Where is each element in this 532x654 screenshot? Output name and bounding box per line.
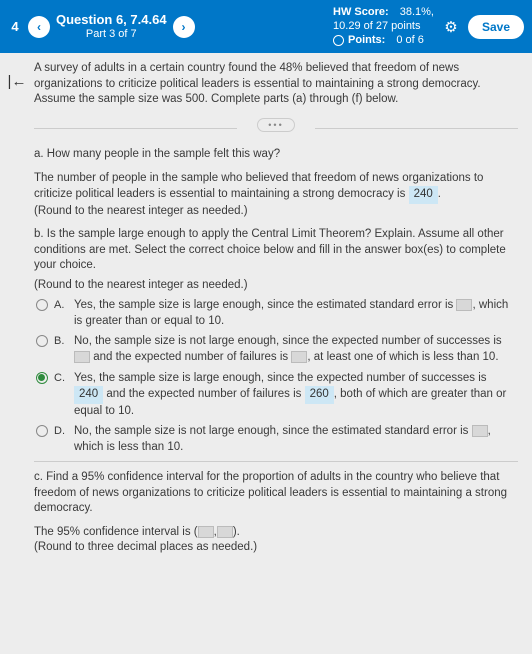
question-title: Question 6, 7.4.64	[56, 12, 167, 28]
part-c-round: (Round to three decimal places as needed…	[34, 540, 518, 556]
choice-c-v1: 240	[74, 386, 103, 404]
points-label: Points:	[348, 34, 385, 48]
ci-lower[interactable]	[198, 526, 214, 538]
part-c-answer: The 95% confidence interval is (,). (Rou…	[34, 525, 518, 556]
input-box[interactable]	[456, 299, 472, 311]
radio-d[interactable]	[36, 425, 48, 437]
intro-text: A survey of adults in a certain country …	[34, 61, 518, 116]
gear-icon[interactable]: ⚙	[440, 16, 462, 38]
next-button[interactable]: ›	[173, 16, 195, 38]
part-a-value: 240	[409, 186, 438, 204]
choice-a[interactable]: A. Yes, the sample size is large enough,…	[36, 298, 518, 329]
input-box[interactable]	[291, 351, 307, 363]
radio-c[interactable]	[36, 372, 48, 384]
part-a-round: (Round to the nearest integer as needed.…	[34, 204, 518, 220]
ci-upper[interactable]	[217, 526, 233, 538]
hw-score-line2: 10.29 of 27 points	[333, 20, 420, 34]
choice-c[interactable]: C. Yes, the sample size is large enough,…	[36, 371, 518, 420]
part-a-answer: The number of people in the sample who b…	[34, 171, 518, 220]
points-icon	[333, 35, 344, 46]
part-b-question: b. Is the sample large enough to apply t…	[34, 227, 518, 274]
prev-button[interactable]: ‹	[28, 16, 50, 38]
choice-d[interactable]: D. No, the sample size is not large enou…	[36, 424, 518, 455]
save-button[interactable]: Save	[468, 15, 524, 39]
part-c-question: c. Find a 95% confidence interval for th…	[34, 470, 518, 517]
part-b-round: (Round to the nearest integer as needed.…	[34, 278, 518, 294]
hw-score-label: HW Score:	[333, 6, 389, 20]
radio-a[interactable]	[36, 299, 48, 311]
input-box[interactable]	[74, 351, 90, 363]
collapse-icon[interactable]: |←	[8, 73, 27, 90]
choice-c-v2: 260	[305, 386, 334, 404]
part-a-question: a. How many people in the sample felt th…	[34, 147, 518, 163]
radio-b[interactable]	[36, 335, 48, 347]
chapter-num: 4	[8, 19, 22, 34]
points-value: 0 of 6	[396, 34, 424, 48]
expand-dots[interactable]: •••	[257, 118, 294, 132]
separator	[34, 461, 518, 462]
question-content: A survey of adults in a certain country …	[34, 53, 532, 654]
divider: •••	[34, 116, 518, 140]
choice-b[interactable]: B. No, the sample size is not large enou…	[36, 334, 518, 365]
input-box[interactable]	[472, 425, 488, 437]
hw-score-value: 38.1%,	[400, 6, 434, 20]
question-part: Part 3 of 7	[56, 28, 167, 41]
score-block: HW Score: 38.1%, 10.29 of 27 points Poin…	[333, 6, 434, 47]
question-info: Question 6, 7.4.64 Part 3 of 7	[56, 12, 167, 41]
